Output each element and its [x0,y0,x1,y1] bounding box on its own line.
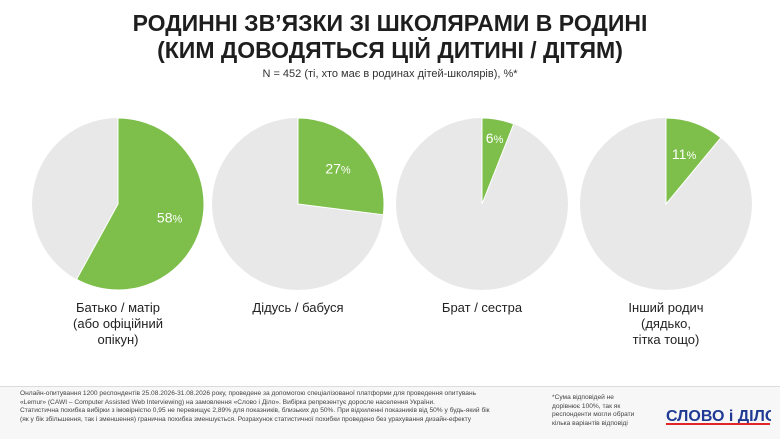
slice-value-label: 6% [486,130,504,146]
footer-bar [0,387,780,439]
pie-charts-row: 58% 27% 6% 11% [0,117,780,291]
pie-chart-1: 58% [32,117,205,291]
category-label: Дідусь / бабуся [252,300,344,315]
slice-value-label: 27% [325,161,351,177]
logo-text: СЛОВО і ДІЛО [666,408,771,425]
footer-divider [0,386,780,387]
logo-underline [666,423,770,425]
pie-chart-3: 6% [396,117,568,290]
chart-title-line-2: (КИМ ДОВОДЯТЬСЯ ЦІЙ ДИТИНІ / ДІТЯМ) [157,37,623,63]
pie-value-slice [75,117,205,291]
slice-value-label: 11% [672,146,697,162]
sum-note: *Сума відповідей не дорівнює 100%, так я… [552,394,635,427]
category-label: Батько / матір (або офіційний опікун) [73,300,163,347]
pie-chart-4: 11% [580,117,752,290]
pie-value-slice [481,117,515,205]
pie-chart-2: 27% [212,117,385,290]
slovo-i-dilo-logo: СЛОВО і ДІЛО [666,408,771,425]
methodology-note: Онлайн-опитування 1200 респондентів 25.0… [20,390,490,423]
category-label: Інший родич (дядько, тітка тощо) [628,300,704,347]
pie-value-slice [665,117,722,206]
slice-value-label: 58% [157,209,183,225]
pie-value-slice [297,117,385,216]
chart-subtitle: N = 452 (ті, хто має в родинах дітей-шко… [262,68,518,80]
category-label: Брат / сестра [441,300,523,315]
chart-title-line-1: РОДИННІ ЗВ’ЯЗКИ ЗІ ШКОЛЯРАМИ В РОДИНІ [132,10,648,36]
chart-title: РОДИННІ ЗВ’ЯЗКИ ЗІ ШКОЛЯРАМИ В РОДИНІ (К… [0,10,780,64]
